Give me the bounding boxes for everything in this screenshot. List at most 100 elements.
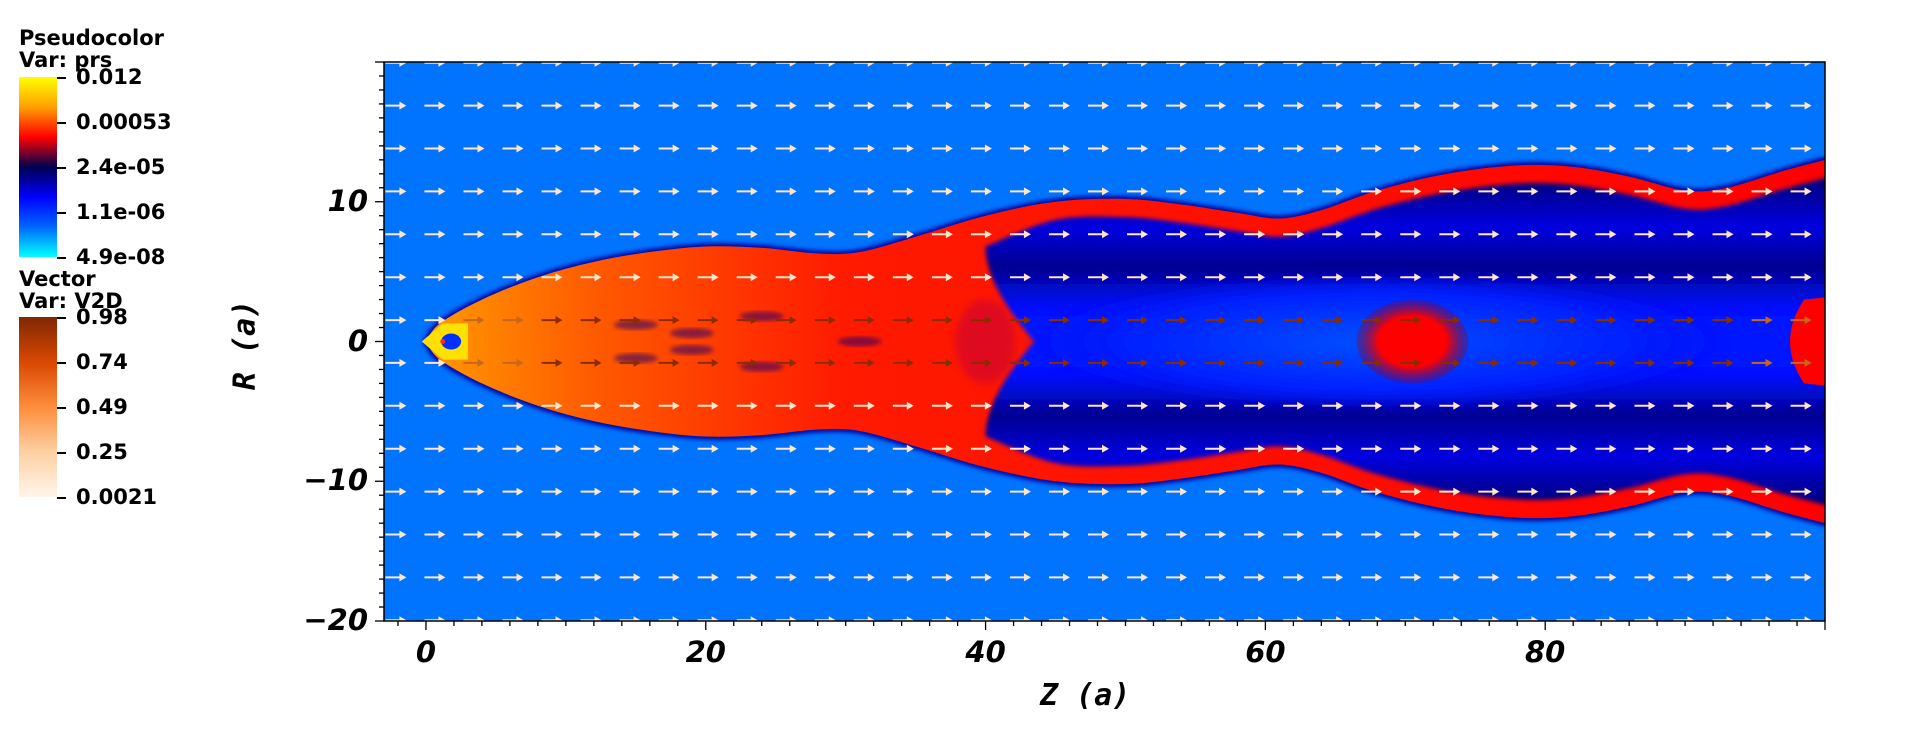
velocity-arrow: [1009, 358, 1031, 367]
arrow-head: [1609, 401, 1617, 410]
arrow-head: [399, 530, 407, 539]
arrow-head: [1336, 316, 1344, 325]
velocity-arrow: [619, 273, 641, 282]
arrow-head: [1219, 62, 1227, 67]
velocity-arrow: [931, 573, 953, 582]
velocity-arrow: [1322, 401, 1344, 410]
velocity-arrow: [1166, 530, 1188, 539]
arrow-head: [399, 144, 407, 153]
arrow-head: [1062, 101, 1070, 110]
arrow-head: [555, 358, 563, 367]
arrow-head: [1804, 316, 1812, 325]
velocity-arrow: [1673, 316, 1695, 325]
velocity-arrow: [1439, 316, 1461, 325]
velocity-arrow: [1595, 487, 1617, 496]
arrow-head: [555, 101, 563, 110]
shock-streak: [613, 319, 658, 330]
arrow-head: [1492, 316, 1500, 325]
arrow-head: [1141, 101, 1149, 110]
arrow-head: [1765, 573, 1773, 582]
arrow-head: [906, 273, 914, 282]
arrow-head: [1414, 401, 1422, 410]
velocity-arrow: [1048, 444, 1070, 453]
arrow-head: [672, 230, 680, 239]
arrow-head: [1804, 187, 1812, 196]
arrow-head: [1648, 316, 1656, 325]
arrow-head: [867, 444, 875, 453]
velocity-arrow: [1205, 101, 1227, 110]
velocity-arrow: [1087, 401, 1109, 410]
velocity-arrow: [931, 101, 953, 110]
velocity-arrow: [697, 230, 719, 239]
arrow-head: [1414, 573, 1422, 582]
velocity-arrow: [1556, 273, 1578, 282]
arrow-head: [1687, 62, 1695, 67]
velocity-arrow: [736, 101, 758, 110]
velocity-arrow: [931, 530, 953, 539]
velocity-arrow: [1244, 530, 1266, 539]
velocity-arrow: [580, 487, 602, 496]
velocity-arrow: [931, 444, 953, 453]
arrow-head: [1492, 444, 1500, 453]
arrow-head: [1726, 144, 1734, 153]
velocity-arrow: [1595, 573, 1617, 582]
arrow-head: [1258, 230, 1266, 239]
velocity-arrow: [1517, 187, 1539, 196]
x-axis-title: Z (a): [1040, 678, 1131, 713]
velocity-arrow: [1634, 273, 1656, 282]
arrow-head: [1687, 144, 1695, 153]
nozzle-bubble: [441, 333, 462, 350]
velocity-arrow: [1517, 230, 1539, 239]
arrow-head: [1336, 616, 1344, 621]
arrow-head: [1804, 62, 1812, 67]
velocity-arrow: [1400, 444, 1422, 453]
velocity-arrow: [1205, 358, 1227, 367]
arrow-head: [1180, 358, 1188, 367]
arrow-head: [516, 401, 524, 410]
arrow-head: [1258, 444, 1266, 453]
velocity-arrow: [892, 444, 914, 453]
velocity-arrow: [1166, 358, 1188, 367]
arrow-head: [1101, 444, 1109, 453]
velocity-arrow: [1166, 187, 1188, 196]
velocity-arrow: [580, 101, 602, 110]
arrow-head: [1804, 401, 1812, 410]
arrow-head: [1531, 230, 1539, 239]
arrow-head: [1726, 444, 1734, 453]
x-tick-label: 80: [1525, 635, 1566, 669]
legend-label: 0.00053: [76, 110, 172, 134]
velocity-arrow: [736, 144, 758, 153]
arrow-head: [1609, 487, 1617, 496]
arrow-head: [945, 444, 953, 453]
arrow-head: [789, 62, 797, 67]
arrow-head: [1765, 487, 1773, 496]
arrow-head: [1258, 401, 1266, 410]
velocity-arrow: [1166, 401, 1188, 410]
velocity-arrow: [502, 444, 524, 453]
velocity-arrow: [580, 530, 602, 539]
vector-legend-title: Vector: [19, 267, 96, 291]
velocity-arrow: [1673, 573, 1695, 582]
arrow-head: [477, 230, 485, 239]
velocity-arrow: [1322, 444, 1344, 453]
arrow-head: [672, 444, 680, 453]
velocity-arrow: [1439, 187, 1461, 196]
arrow-head: [1531, 273, 1539, 282]
arrow-head: [1726, 401, 1734, 410]
arrow-head: [1297, 530, 1305, 539]
velocity-arrow: [1478, 230, 1500, 239]
velocity-arrow: [931, 316, 953, 325]
velocity-arrow: [1595, 530, 1617, 539]
velocity-arrow: [853, 401, 875, 410]
arrow-head: [477, 101, 485, 110]
velocity-arrow: [1166, 101, 1188, 110]
arrow-head: [867, 62, 875, 67]
arrow-head: [633, 616, 641, 621]
velocity-arrow: [1751, 316, 1773, 325]
velocity-arrow: [1127, 316, 1149, 325]
arrow-head: [750, 144, 758, 153]
velocity-arrow: [1009, 230, 1031, 239]
arrow-head: [399, 573, 407, 582]
velocity-arrow: [1244, 573, 1266, 582]
velocity-arrow: [814, 358, 836, 367]
